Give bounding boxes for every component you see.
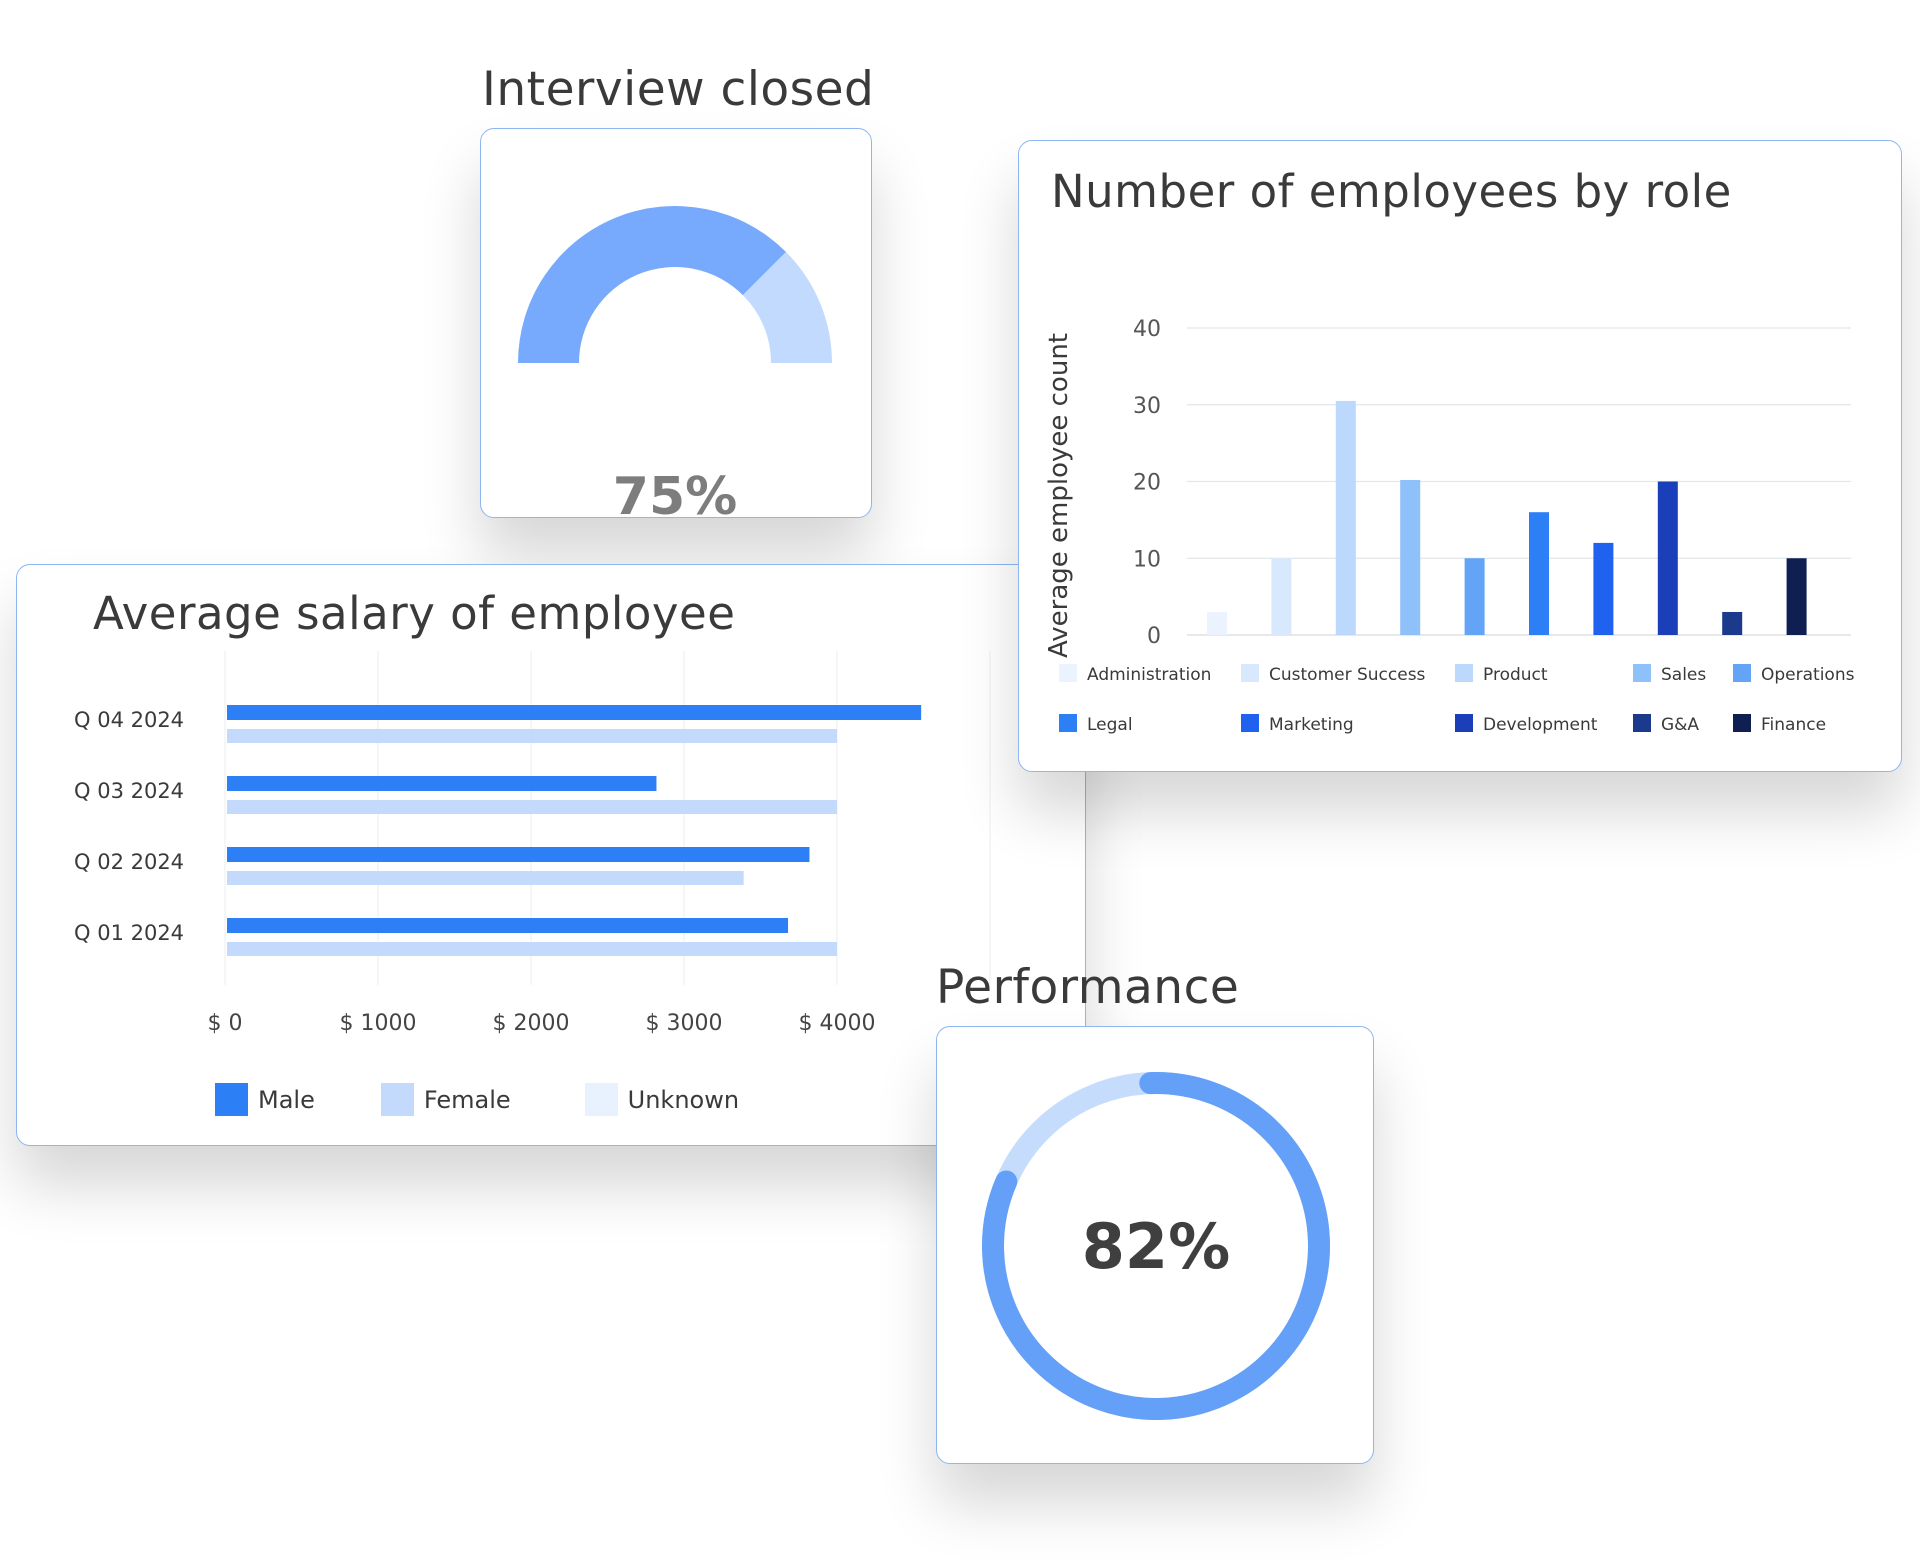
employees-legend-label: Sales [1661,665,1706,685]
employees-legend-label: Customer Success [1269,665,1426,685]
employees-bar [1722,611,1743,635]
salary-chart: $ 0 $ 1000 $ 2000 $ 3000 $ 4000 Q 04 2024 Q 03… [74,651,991,1036]
salary-category-label: Q 02 2024 [74,850,184,874]
employees-ytick: 30 [1133,394,1161,419]
employees-legend-swatch [1633,714,1651,732]
legend-swatch-male [215,1083,248,1116]
legend-label-unknown: Unknown [627,1085,740,1114]
gauge-remaining-arc [742,251,832,363]
employees-bar [1657,481,1678,635]
employees-legend-swatch [1059,714,1077,732]
employees-ytick: 10 [1133,547,1161,572]
employees-legend-label: G&A [1661,715,1699,735]
employees-legend-swatch [1733,714,1751,732]
employees-legend-label: Development [1483,715,1598,735]
employees-legend-swatch [1059,664,1077,682]
salary-bar-female [227,729,837,743]
salary-xtick: $ 1000 [340,1011,417,1036]
salary-category-label: Q 04 2024 [74,708,184,732]
salary-category-label: Q 01 2024 [74,921,184,945]
gauge-filled-arc [518,205,787,363]
employees-legend-swatch [1455,714,1473,732]
employees-legend-swatch [1455,664,1473,682]
employees-ytick: 0 [1147,624,1161,649]
employees-bar [1335,400,1356,635]
salary-xtick: $ 4000 [799,1011,876,1036]
employees-legend-swatch [1241,664,1259,682]
legend-label-male: Male [258,1085,315,1114]
salary-title: Average salary of employee [93,587,736,640]
employees-bar [1207,611,1227,635]
interview-title: Interview closed [482,62,875,117]
salary-bar-male [227,847,810,862]
employees-ylabel: Average employee count [1044,333,1074,658]
donut-progress-arc [982,1072,1330,1420]
employees-bar [1593,542,1614,635]
interview-card: 75% [480,128,872,527]
employees-bar [1400,479,1421,635]
salary-bar-female [227,871,744,885]
legend-swatch-unknown [584,1083,618,1116]
performance-card: 82% [936,1026,1374,1464]
salary-bar-female [227,800,837,814]
legend-swatch-female [380,1083,414,1116]
employees-legend-label: Legal [1087,715,1133,735]
employees-legend-label: Marketing [1269,715,1354,735]
employees-card: Number of employees by role 0 10 20 30 40 Ave… [1018,140,1902,772]
salary-bar-male [227,705,922,720]
salary-category-label: Q 03 2024 [74,779,184,803]
employees-ytick: 20 [1133,471,1161,496]
salary-card: Average salary of employee $ 0 $ 1000 $ 20… [16,564,1086,1146]
employees-chart: 0 10 20 30 40 Average employee count Administr… [1044,317,1855,735]
salary-bar-female [227,942,837,956]
employees-legend-swatch [1633,664,1651,682]
employees-legend-label: Finance [1761,715,1826,735]
employees-bar [1464,558,1485,635]
performance-title: Performance [936,960,1240,1015]
employees-legend-swatch [1241,714,1259,732]
interview-gauge: 75% [518,205,832,527]
employees-ytick: 40 [1133,317,1161,342]
salary-legend: Male Female Unknown [215,1083,739,1116]
legend-label-female: Female [423,1085,511,1114]
salary-xtick: $ 0 [208,1011,243,1036]
employees-bar [1271,558,1292,635]
performance-value: 82% [1082,1210,1230,1283]
employees-title: Number of employees by role [1051,165,1732,218]
interview-value: 75% [613,467,737,519]
employees-legend-label: Operations [1761,665,1855,685]
salary-bar-male [227,776,657,791]
salary-xtick: $ 2000 [493,1011,570,1036]
employees-legend-label: Administration [1087,665,1211,685]
salary-bar-male [227,918,789,933]
performance-donut: 82% [982,1072,1330,1420]
employees-bar [1529,512,1549,635]
employees-legend-swatch [1733,664,1751,682]
employees-legend-label: Product [1483,665,1548,685]
employees-bar [1786,558,1807,635]
salary-xtick: $ 3000 [646,1011,723,1036]
